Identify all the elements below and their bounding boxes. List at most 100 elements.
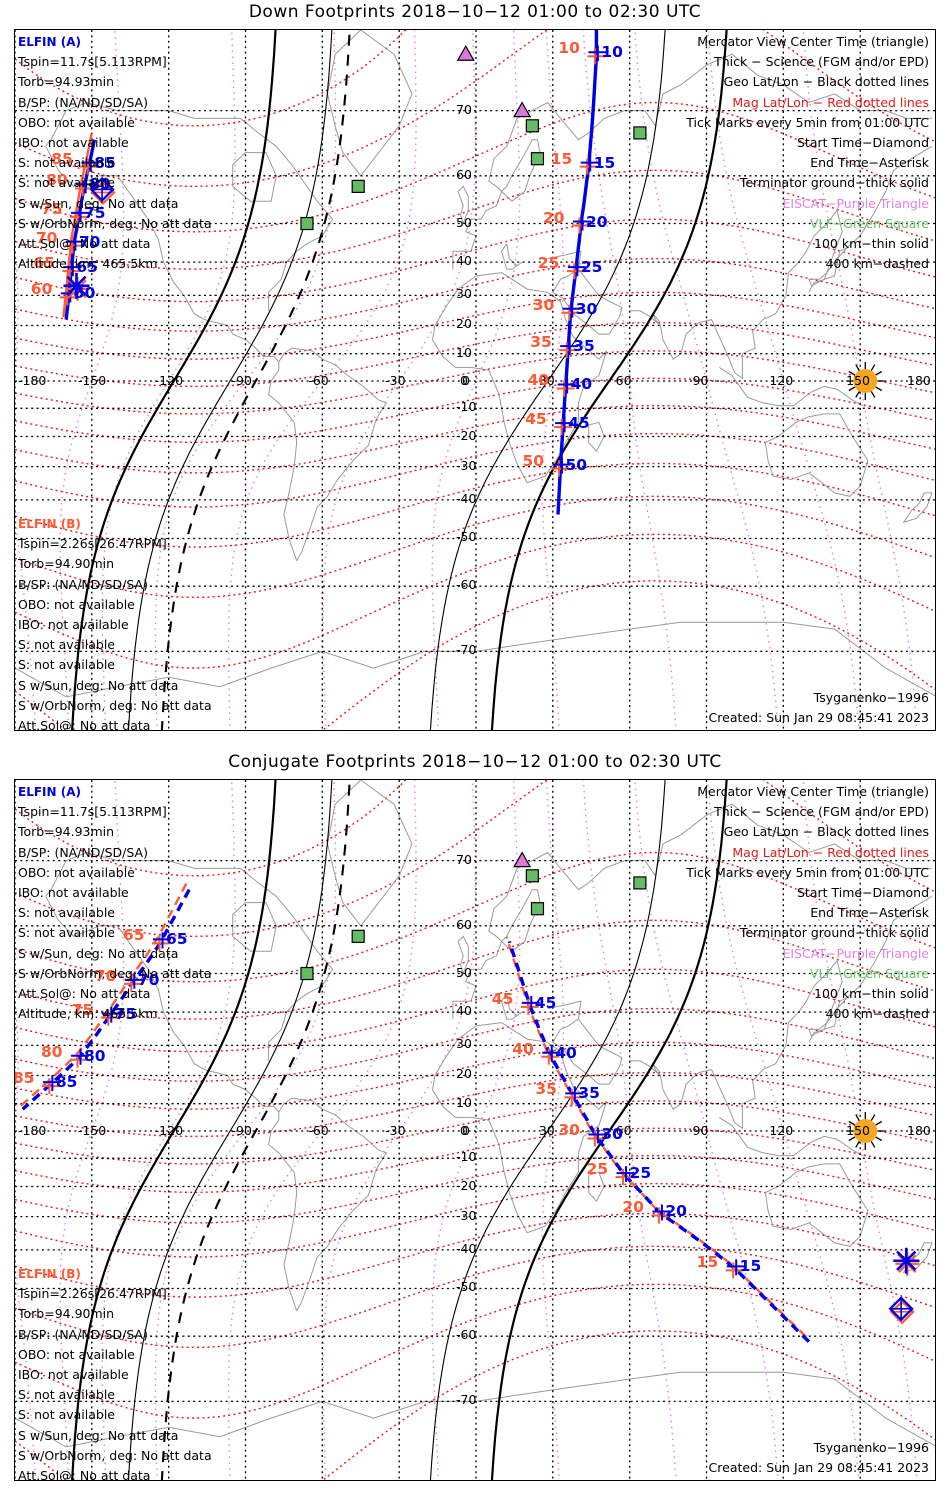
- elfin-a-info-line: Altitude, km: 465.5km: [18, 1006, 158, 1022]
- tick-mark: [561, 301, 581, 321]
- legend-entry: End Time−Asterisk: [810, 155, 929, 171]
- elfin-b-name: ELFIN (B): [18, 1267, 81, 1281]
- sun-icon: [846, 1112, 885, 1150]
- track-tick-label-a: 80: [89, 175, 111, 194]
- track-tick-label-a: 65: [165, 930, 188, 949]
- lat-tick-label: -30: [456, 457, 477, 473]
- track-tick-label-b: 25: [586, 1160, 609, 1179]
- legend-entry: Geo Lat/Lon − Black dotted lines: [723, 824, 929, 840]
- track-tick-label-a: 25: [629, 1164, 652, 1183]
- legend-entry: VLF−Green Square: [809, 965, 929, 981]
- track-tick-label-b: 85: [14, 1069, 35, 1088]
- track-tick-label-b: 70: [35, 228, 58, 247]
- vlf-square-marker: [633, 876, 647, 890]
- tick-mark: [41, 1075, 61, 1095]
- elfin-a-info-line: S: not available: [18, 175, 115, 191]
- legend-entry: Geo Lat/Lon − Black dotted lines: [723, 74, 929, 90]
- track-tick-label-a: 40: [570, 375, 593, 394]
- legend-entry: 400 km−dashed: [825, 1006, 929, 1022]
- track-tick-label-b: 80: [46, 171, 68, 190]
- elfin-b-info-line: IBO: not available: [18, 617, 129, 633]
- track-tick-label-b: 40: [512, 1039, 534, 1058]
- legend-entry: EISCAT−Purple Triangle: [782, 195, 929, 211]
- geo-gridlines: [15, 780, 935, 1480]
- elfin-b-info-line: Tspin=2.26s[26.47RPM]: [18, 536, 167, 552]
- terminator-400km-dashed: [160, 780, 351, 1480]
- vlf-square-marker: [351, 929, 365, 943]
- track-tick-label-a: 45: [534, 993, 557, 1012]
- panel-title: Down Footprints 2018−10−12 01:00 to 02:3…: [248, 2, 702, 22]
- lat-tick-label: 10: [456, 344, 472, 360]
- legend-entry: 100 km−thin solid: [814, 236, 929, 252]
- created-label: Created: Sun Jan 29 08:45:41 2023: [708, 709, 929, 725]
- elfin-a-info-line: S: not available: [18, 925, 115, 941]
- coastlines: [15, 30, 935, 698]
- elfin-b-info-line: S w/Sun, deg: No att data: [18, 677, 179, 693]
- map-frame: -180 -150 -120 -90 -60 -30 0 30 60 90 120 150 180 70 6…: [14, 779, 936, 1481]
- lat-tick-label: 10: [456, 1094, 472, 1110]
- credits-block: Tsyganenko−1996 Created: Sun Jan 29 08:45…: [709, 1438, 929, 1478]
- lat-tick-label: -40: [456, 1240, 477, 1256]
- tick-mark: [579, 155, 599, 175]
- panel-down-footprints: Down Footprints 2018−10−12 01:00 to 02:3…: [14, 2, 936, 731]
- elfin-b-info-line: S: not available: [18, 657, 115, 673]
- lon-tick-label: 0: [462, 1123, 470, 1138]
- panel-title: Conjugate Footprints 2018−10−12 01:00 to…: [228, 752, 722, 772]
- track-tick-label-a: 45: [568, 414, 590, 433]
- elfin-a-info-line: B/SP: (NA/ND/SD/SA): [18, 844, 148, 860]
- vlf-square-marker: [530, 902, 545, 916]
- legend-entry: Terminator ground−thick solid: [739, 925, 929, 941]
- lon-tick-label: 30: [538, 373, 555, 388]
- track-tick-label-a: 30: [575, 299, 598, 318]
- lat-tick-label: -60: [456, 577, 477, 593]
- terminator-400km-dashed: [160, 30, 351, 730]
- elfin-b-info-line: Att.Sol@: No att data: [18, 718, 151, 731]
- elfin-a-info-line: S w/OrbNorm, deg: No att data: [18, 965, 212, 981]
- tick-mark: [62, 260, 82, 280]
- elfin-a-info-line: OBO: not available: [18, 864, 135, 880]
- lon-tick-label: -30: [385, 373, 406, 388]
- elfin-a-info-line: Att.Sol@: No att data: [18, 236, 151, 252]
- elfin-b-info-line: S: not available: [18, 1407, 115, 1423]
- track-tick-label-b: 65: [122, 926, 145, 945]
- terminator-100km-thin: [127, 30, 666, 730]
- lon-tick-label: -120: [154, 1123, 184, 1138]
- vlf-square-marker: [525, 869, 539, 883]
- elfin-a-info-line: Torb=94.93min: [18, 74, 115, 90]
- legend-block: Mercator View Center Time (triangle) Thic…: [686, 782, 929, 1024]
- track-tick-label-b: 35: [535, 1080, 557, 1099]
- elfin-b-info-line: S w/Sun, deg: No att data: [18, 1427, 179, 1443]
- elfin-a-info-line: S w/OrbNorm, deg: No att data: [18, 215, 212, 231]
- lon-tick-label: -180: [18, 1123, 47, 1138]
- track-tick-label-b: 45: [525, 410, 547, 429]
- elfin-b-info-line: S w/OrbNorm, deg: No att data: [18, 1447, 212, 1463]
- track-tick-label-a: 15: [593, 153, 616, 172]
- elfin-a-info-line: Torb=94.93min: [18, 824, 115, 840]
- track-tick-label-a: 80: [84, 1046, 106, 1065]
- lat-tick-label: -50: [456, 529, 477, 545]
- elfin-a-info-line: Att.Sol@: No att data: [18, 986, 151, 1002]
- credits-block: Tsyganenko−1996 Created: Sun Jan 29 08:45…: [709, 688, 929, 728]
- lon-tick-label: -120: [154, 373, 184, 388]
- eiscat-triangle-marker: [513, 851, 532, 868]
- track-elfin-b: [19, 883, 188, 1108]
- legend-entry: Terminator ground−thick solid: [739, 175, 929, 191]
- tick-mark: [566, 260, 586, 280]
- model-label: Tsyganenko−1996: [813, 1439, 929, 1455]
- elfin-a-info-line: S w/Sun, deg: No att data: [18, 945, 179, 961]
- lon-tick-label: -90: [231, 1123, 252, 1138]
- track-tick-label-a: 20: [586, 212, 608, 231]
- lat-tick-label: 40: [456, 1003, 472, 1019]
- end-time-asterisk-marker: [893, 1247, 920, 1276]
- model-label: Tsyganenko−1996: [813, 689, 929, 705]
- lat-tick-label: 20: [456, 316, 472, 332]
- track-tick-label-a: 85: [55, 1073, 78, 1092]
- lat-tick-label: 50: [456, 214, 472, 230]
- eiscat-triangle-marker: [513, 101, 532, 118]
- lat-tick-label: -10: [456, 1149, 477, 1165]
- track-tick-label-a: 25: [580, 258, 603, 277]
- track-tick-label-b: 15: [550, 149, 573, 168]
- track-tick-label-a: 75: [114, 1004, 137, 1023]
- lat-tick-label: 40: [456, 253, 472, 269]
- elfin-b-info-block: ELFIN (B) Tspin=2.26s[26.47RPM] Torb=94.90…: [18, 1264, 212, 1480]
